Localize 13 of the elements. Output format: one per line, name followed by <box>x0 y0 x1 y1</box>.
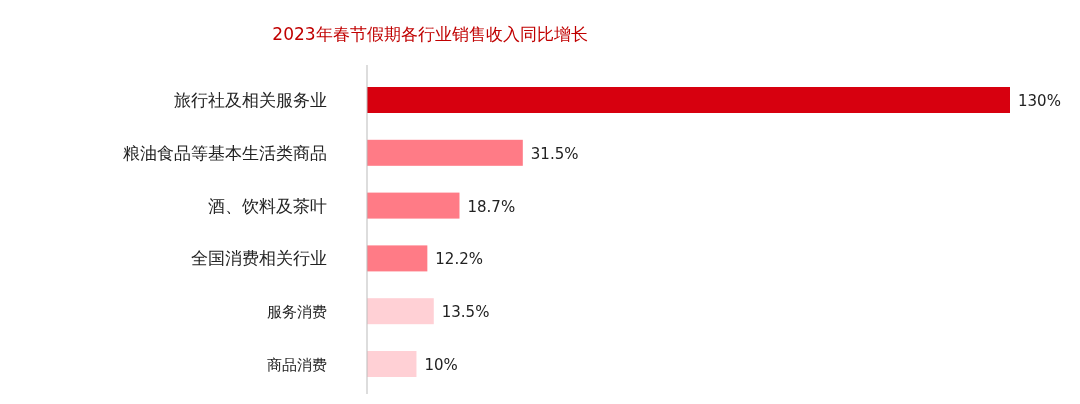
y-tick-label: 商品消费 <box>267 356 327 374</box>
y-tick-label: 酒、饮料及茶叶 <box>208 195 327 216</box>
data-label: 13.5% <box>441 303 490 322</box>
data-label: 10% <box>424 356 458 374</box>
data-label: 31.5% <box>530 144 579 163</box>
chart-title: 2023年春节假期各行业销售收入同比增长 <box>272 24 588 44</box>
y-tick-label: 旅行社及相关服务业 <box>174 90 327 110</box>
y-tick-label: 粮油食品等基本生活类商品 <box>123 142 327 163</box>
data-label: 12.2% <box>435 250 483 269</box>
y-tick-label: 全国消费相关行业 <box>191 248 327 269</box>
y-tick-label: 服务消费 <box>267 303 327 322</box>
data-label: 130% <box>1018 92 1061 110</box>
data-label: 18.7% <box>467 197 516 216</box>
